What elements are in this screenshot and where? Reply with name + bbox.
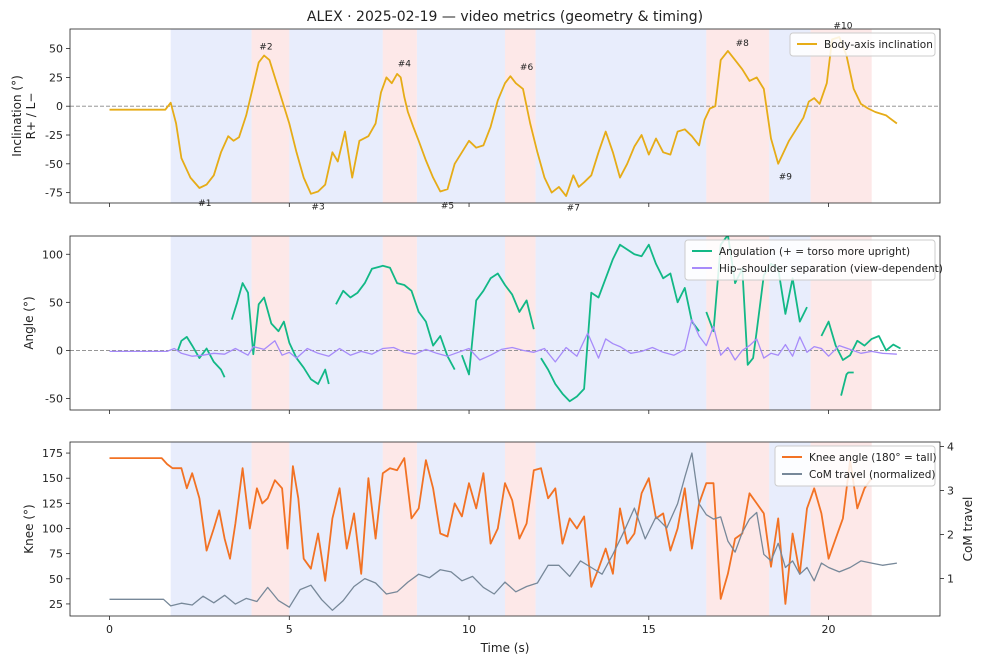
phase-band-right <box>505 236 536 410</box>
y-right-tick-label: 3 <box>947 484 954 497</box>
phase-band-left <box>416 236 505 410</box>
turn-label: #4 <box>398 60 412 70</box>
phase-band-left <box>416 442 505 616</box>
figure-title: ALEX · 2025-02-19 — video metrics (geome… <box>307 9 703 25</box>
phase-band-left <box>170 29 252 203</box>
phase-band-left <box>535 236 707 410</box>
series-line <box>109 318 897 363</box>
legend-entry: Hip–shoulder separation (view-dependent) <box>719 263 943 275</box>
legend-box <box>774 445 936 487</box>
phase-band-right <box>706 29 770 203</box>
series-line <box>109 36 898 197</box>
phase-bands <box>170 236 872 410</box>
inclination-panel: -75 -50 -25 0 25 50 Inclination (°) R+ / L− #1 #2… <box>10 22 941 214</box>
y-tick-label: 25 <box>49 598 63 611</box>
y-tick-label: 75 <box>49 548 63 561</box>
phase-band-left <box>170 236 252 410</box>
y-tick-label: 50 <box>49 296 63 309</box>
y-tick-label: 0 <box>56 100 63 113</box>
x-tick-label: 20 <box>822 623 836 636</box>
turn-label: #6 <box>520 63 534 73</box>
phase-band-right <box>810 29 872 203</box>
legend-entry: Body-axis inclination <box>824 39 933 51</box>
series-lines <box>109 36 898 197</box>
phase-band-left <box>289 29 383 203</box>
series-line-segment <box>840 371 854 396</box>
phase-band-right <box>505 29 536 203</box>
y-right-tick-label: 1 <box>947 573 954 586</box>
y-tick-label: -75 <box>45 187 63 200</box>
phase-band-right <box>251 29 290 203</box>
turn-label: #1 <box>198 199 211 209</box>
legend: Knee angle (180° = tall) CoM travel (norm… <box>774 445 937 487</box>
legend: Angulation (+ = torso more upright) Hip–s… <box>684 239 943 281</box>
y-tick-label: -25 <box>45 129 63 142</box>
legend-box <box>789 32 936 57</box>
legend-entry: Angulation (+ = torso more upright) <box>719 246 910 258</box>
series-line-segment <box>230 282 330 385</box>
y-tick-label: 100 <box>42 522 63 535</box>
turn-label: #10 <box>833 22 852 32</box>
y-tick-label: 50 <box>49 43 63 56</box>
legend: Body-axis inclination <box>789 32 936 57</box>
x-tick-label: 10 <box>462 623 476 636</box>
y-right-axis-label: CoM travel <box>961 497 975 562</box>
legend-entry: Knee angle (180° = tall) <box>809 452 937 464</box>
legend-box <box>684 239 936 281</box>
phase-band-right <box>382 29 417 203</box>
y-axis-label: Inclination (°) <box>10 75 24 157</box>
series-line-segment <box>335 264 456 371</box>
phase-band-right <box>251 442 290 616</box>
y-tick-label: -50 <box>45 392 63 405</box>
turn-label: #7 <box>567 204 580 214</box>
phase-band-right <box>382 442 417 616</box>
series-line-segment <box>461 272 535 376</box>
phase-band-right <box>382 236 417 410</box>
x-tick-label: 5 <box>286 623 293 636</box>
plot-frame <box>69 441 941 617</box>
plot-frame <box>69 28 941 204</box>
y-right-tick-label: 2 <box>947 529 954 542</box>
plot-frame <box>69 235 941 411</box>
y-tick-label: 0 <box>56 344 63 357</box>
y-tick-label: 25 <box>49 71 63 84</box>
phase-band-left <box>289 442 383 616</box>
series-line <box>109 452 897 611</box>
legend-entry: CoM travel (normalized) <box>809 469 936 481</box>
knee-panel: 25 50 75 100 125 150 175 0 5 10 15 20 Time (s) 1 2 3 4 Co… <box>22 440 975 655</box>
phase-band-left <box>416 29 505 203</box>
series-line-segment <box>820 320 901 361</box>
y-tick-label: -50 <box>45 158 63 171</box>
y-tick-label: 50 <box>49 573 63 586</box>
phase-band-left <box>170 442 252 616</box>
y-tick-label: 125 <box>42 497 63 510</box>
series-line-segment <box>177 336 226 378</box>
phase-bands <box>170 29 872 203</box>
y-axis-sublabel: R+ / L− <box>24 93 38 140</box>
turn-label: #5 <box>441 201 454 211</box>
y-axis-label: Knee (°) <box>22 504 36 553</box>
turn-label: #8 <box>736 39 750 49</box>
turn-label: #9 <box>779 172 793 182</box>
series-lines <box>109 452 897 611</box>
series-lines <box>109 236 901 403</box>
y-right-tick-label: 4 <box>947 440 954 453</box>
series-line-segment <box>540 243 700 403</box>
turn-label: #2 <box>259 42 272 52</box>
series-line <box>109 457 873 605</box>
x-axis-label: Time (s) <box>480 641 530 655</box>
x-tick-label: 0 <box>106 623 113 636</box>
x-tick-label: 15 <box>642 623 656 636</box>
y-tick-label: 100 <box>42 248 63 261</box>
angle-panel: -50 0 50 100 Angle (°) Angulation (+ = torso … <box>22 235 943 414</box>
y-axis-label: Angle (°) <box>22 296 36 349</box>
y-tick-label: 175 <box>42 447 63 460</box>
turn-label: #3 <box>311 202 324 212</box>
phase-band-left <box>289 236 383 410</box>
y-tick-label: 150 <box>42 472 63 485</box>
